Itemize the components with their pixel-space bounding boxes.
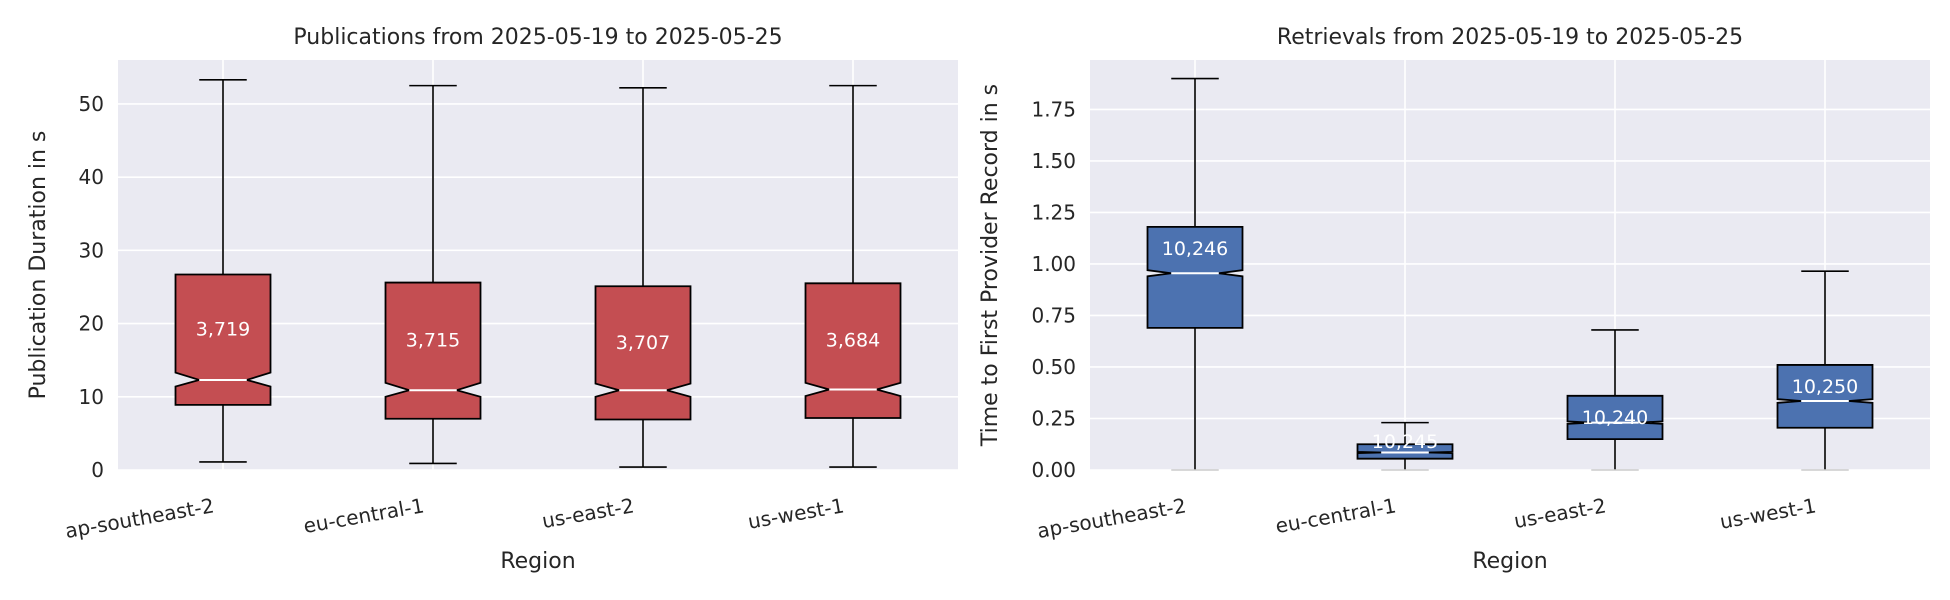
retrievals-boxes: 10,246 10,245 10,240 10,250 xyxy=(1146,77,1874,471)
publications-y-tick-label: 50 xyxy=(79,92,104,116)
publications-y-tick-label: 0 xyxy=(91,458,104,482)
box-body xyxy=(384,281,482,420)
box-body xyxy=(1146,225,1244,329)
retrievals-y-tick-label: 1.25 xyxy=(1031,200,1076,224)
retrievals-y-ticks: 0.00 0.25 0.50 0.75 1.00 1.25 1.50 1.75 xyxy=(1031,97,1076,482)
publications-box-ap-southeast-2: 3,719 xyxy=(174,78,272,463)
retrievals-box-ap-southeast-2: 10,246 xyxy=(1146,77,1244,471)
retrievals-y-tick-label: 0.75 xyxy=(1031,303,1076,327)
retrievals-box-us-east-2: 10,240 xyxy=(1566,329,1664,471)
count-label: 3,715 xyxy=(406,330,460,352)
publications-x-axis-label: Region xyxy=(500,549,575,574)
retrievals-x-axis-label: Region xyxy=(1472,549,1547,574)
box-body xyxy=(804,282,902,419)
retrievals-y-axis-label: Time to First Provider Record in s xyxy=(978,84,1003,447)
publications-y-tick-label: 40 xyxy=(79,165,104,189)
box-body xyxy=(174,273,272,406)
box-body xyxy=(1776,364,1874,429)
count-label: 10,240 xyxy=(1582,407,1648,429)
retrievals-title: Retrievals from 2025-05-19 to 2025-05-25 xyxy=(1277,25,1743,50)
count-label: 10,245 xyxy=(1372,431,1438,453)
retrievals-y-tick-label: 1.50 xyxy=(1031,149,1076,173)
retrievals-box-eu-central-1: 10,245 xyxy=(1356,421,1454,471)
retrievals-box-us-west-1: 10,250 xyxy=(1776,270,1874,471)
publications-y-tick-label: 30 xyxy=(79,238,104,262)
count-label: 10,246 xyxy=(1162,238,1228,260)
publications-box-us-east-2: 3,707 xyxy=(594,87,692,468)
publications-boxes: 3,719 3,715 3,707 3,684 xyxy=(174,78,902,468)
box-body xyxy=(1566,394,1664,440)
publications-box-us-west-1: 3,684 xyxy=(804,84,902,468)
publications-box-eu-central-1: 3,715 xyxy=(384,84,482,465)
retrievals-y-tick-label: 0.00 xyxy=(1031,458,1076,482)
retrievals-y-tick-label: 1.75 xyxy=(1031,97,1076,121)
count-label: 3,719 xyxy=(196,319,250,341)
publications-y-axis-label: Publication Duration in s xyxy=(26,131,51,400)
count-label: 10,250 xyxy=(1792,376,1858,398)
retrievals-panel: 10,246 10,245 10,240 10,250 0.00 0.25 0.50 0.7… xyxy=(978,25,1930,574)
publications-title: Publications from 2025-05-19 to 2025-05-… xyxy=(293,25,782,50)
publications-y-ticks: 0 10 20 30 40 50 xyxy=(79,92,104,482)
retrievals-y-tick-label: 1.00 xyxy=(1031,252,1076,276)
retrievals-y-tick-label: 0.50 xyxy=(1031,355,1076,379)
box-body xyxy=(594,285,692,421)
count-label: 3,707 xyxy=(616,332,670,354)
box-body xyxy=(1356,443,1454,460)
retrievals-y-tick-label: 0.25 xyxy=(1031,406,1076,430)
publications-y-tick-label: 20 xyxy=(79,312,104,336)
publications-y-tick-label: 10 xyxy=(79,385,104,409)
count-label: 3,684 xyxy=(826,330,880,352)
